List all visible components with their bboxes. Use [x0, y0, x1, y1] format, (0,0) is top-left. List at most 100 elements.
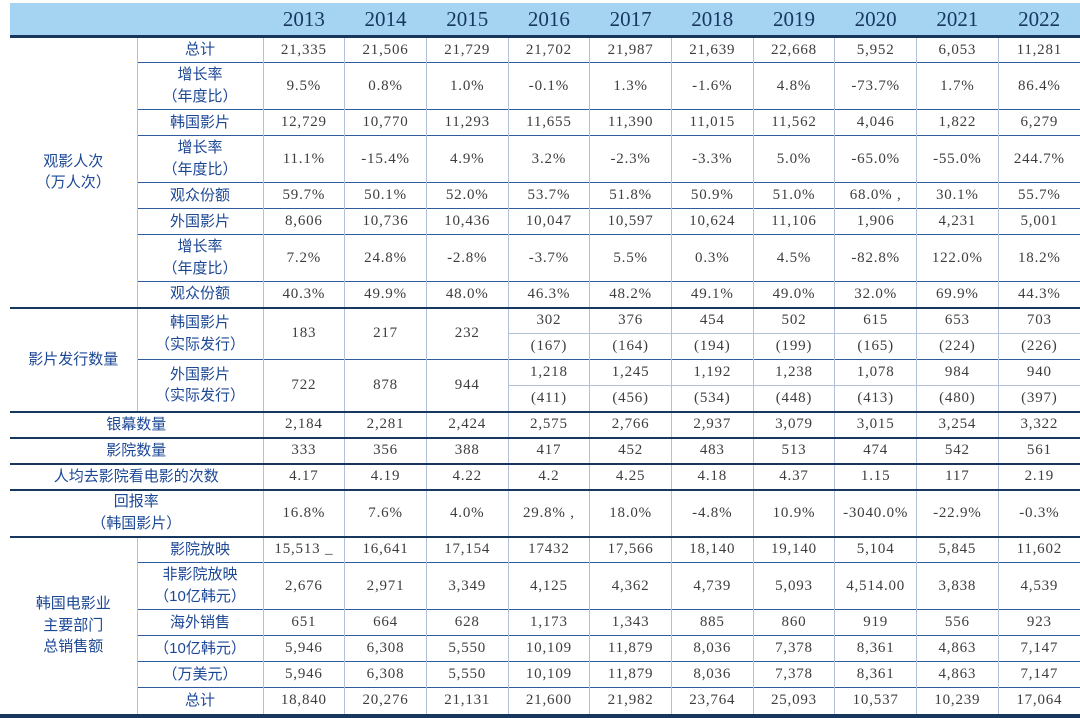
- value-cell: 4.2: [508, 462, 591, 490]
- value-cell: -2.3%: [589, 135, 672, 183]
- value-cell: 483: [671, 436, 754, 464]
- value-cell: 4,514.00: [834, 562, 917, 610]
- value-cell: 1,343: [589, 609, 672, 636]
- row-label-cell: 回报率 （韩国影片）: [10, 488, 264, 537]
- value-cell: 1,238: [753, 359, 836, 386]
- value-cell: 5.5%: [589, 234, 672, 282]
- value-cell: -3.3%: [671, 135, 754, 183]
- value-cell: 7,378: [753, 661, 836, 688]
- table-row: 增长率 （年度比） 7.2% 24.8% -2.8% -3.7% 5.5% 0.3% 4.5% -…: [10, 234, 1080, 282]
- value-cell: 474: [834, 436, 917, 464]
- value-cell: 878: [344, 359, 427, 412]
- value-cell: 388: [426, 436, 509, 464]
- year-header-2022: 2022: [998, 3, 1080, 38]
- table-row: 观影人次 （万人次） 总计 21,335 21,506 21,729 21,702 21,98…: [10, 35, 1080, 308]
- value-cell: 5,550: [426, 635, 509, 662]
- value-cell: 651: [263, 609, 346, 636]
- value-cell: 21,335: [263, 35, 346, 63]
- value-cell: 2.19: [998, 462, 1080, 490]
- statistics-body: 观影人次 （万人次） 总计 21,335 21,506 21,729 21,702 21,98…: [10, 35, 1080, 714]
- value-cell: 1,173: [508, 609, 591, 636]
- row-label-cell: （10亿韩元）: [137, 635, 264, 662]
- value-cell: 7.6%: [344, 488, 427, 537]
- label-line: 观众份额: [169, 285, 230, 303]
- group-label-cell: 影片发行数量: [10, 306, 138, 412]
- value-cell: 4,739: [671, 562, 754, 610]
- row-label-cell: （万美元）: [137, 661, 264, 688]
- corner-cell: [10, 3, 263, 38]
- label-line: 增长率: [177, 66, 223, 84]
- value-cell: 6,308: [344, 661, 427, 688]
- table-row: 总计 18,840 20,276 21,131 21,600 21,982 23,764 25…: [10, 687, 1080, 714]
- value-cell: 984: [916, 359, 999, 386]
- value-cell: 4.9%: [426, 135, 509, 183]
- value-cell: 11,562: [753, 109, 836, 136]
- value-cell: 923: [998, 609, 1080, 636]
- value-cell: 3,079: [753, 410, 836, 438]
- row-label-cell: 观众份额: [137, 182, 264, 209]
- value-cell: 4.18: [671, 462, 754, 490]
- value-cell: 10,109: [508, 661, 591, 688]
- label-line: （韩国影片）: [91, 515, 182, 532]
- value-cell: 122.0%: [916, 234, 999, 282]
- value-cell: -15.4%: [344, 135, 427, 183]
- label-line: 增长率: [177, 139, 223, 157]
- value-cell: 10,436: [426, 208, 509, 235]
- value-cell: 21,987: [589, 35, 672, 63]
- value-cell: 49.9%: [344, 281, 427, 308]
- label-line: 影片发行数量: [28, 350, 119, 368]
- value-cell: 16.8%: [263, 488, 346, 537]
- row-label-cell: 增长率 （年度比）: [137, 234, 264, 282]
- value-cell: 628: [426, 609, 509, 636]
- value-cell: 18.2%: [998, 234, 1080, 282]
- value-sub-cell: (397): [998, 385, 1080, 412]
- table-subrow: (167) (164) (194) (199) (165) (224) (226): [10, 333, 1080, 360]
- value-cell: 561: [998, 436, 1080, 464]
- value-sub-cell: (199): [753, 333, 836, 360]
- value-cell: 1,218: [508, 359, 591, 386]
- value-cell: 4,046: [834, 109, 917, 136]
- value-cell: 52.0%: [426, 182, 509, 209]
- value-cell: 4.19: [344, 462, 427, 490]
- label-line: 增长率: [177, 238, 223, 256]
- value-cell: 3,349: [426, 562, 509, 610]
- value-cell: 2,971: [344, 562, 427, 610]
- value-cell: 48.0%: [426, 281, 509, 308]
- value-cell: 1.0%: [426, 62, 509, 110]
- value-cell: 4,125: [508, 562, 591, 610]
- value-cell: 18.0%: [589, 488, 672, 537]
- value-cell: 11,879: [589, 635, 672, 662]
- value-cell: 3,838: [916, 562, 999, 610]
- value-sub-cell: (448): [753, 385, 836, 412]
- value-cell: 10,109: [508, 635, 591, 662]
- label-line: 外国影片: [169, 212, 230, 230]
- value-sub-cell: (480): [916, 385, 999, 412]
- value-sub-cell: (411): [508, 385, 591, 412]
- value-cell: 4.5%: [753, 234, 836, 282]
- year-header: 2013 2014 2015 2016 2017 2018 2019 2020 2021 2022: [10, 3, 1080, 38]
- label-line: 影院放映: [169, 540, 230, 558]
- value-cell: 10.9%: [753, 488, 836, 537]
- table-row: 影片发行数量 韩国影片 （实际发行） 183 217 232 302 376 454 502 615…: [10, 306, 1080, 412]
- value-cell: 1,078: [834, 359, 917, 386]
- value-cell: 5,104: [834, 535, 917, 563]
- value-cell: 615: [834, 306, 917, 334]
- table-row: 增长率 （年度比） 9.5% 0.8% 1.0% -0.1% 1.3% -1.6% 4.8% -7…: [10, 62, 1080, 110]
- value-cell: 860: [753, 609, 836, 636]
- value-cell: 10,239: [916, 687, 999, 714]
- bottom-border-rule: [0, 713, 1080, 718]
- value-cell: 417: [508, 436, 591, 464]
- value-sub-cell: (224): [916, 333, 999, 360]
- value-cell: 4.17: [263, 462, 346, 490]
- label-line: （10亿韩元）: [154, 588, 246, 605]
- label-line: 影院数量: [106, 441, 167, 459]
- value-cell: 0.3%: [671, 234, 754, 282]
- year-header-2013: 2013: [263, 3, 345, 38]
- row-label-cell: 总计: [137, 35, 264, 63]
- value-cell: 8,036: [671, 661, 754, 688]
- value-cell: 51.0%: [753, 182, 836, 209]
- value-cell: 217: [344, 306, 427, 360]
- row-label-cell: 增长率 （年度比）: [137, 135, 264, 183]
- value-cell: 4,539: [998, 562, 1080, 610]
- value-cell: 183: [263, 306, 346, 360]
